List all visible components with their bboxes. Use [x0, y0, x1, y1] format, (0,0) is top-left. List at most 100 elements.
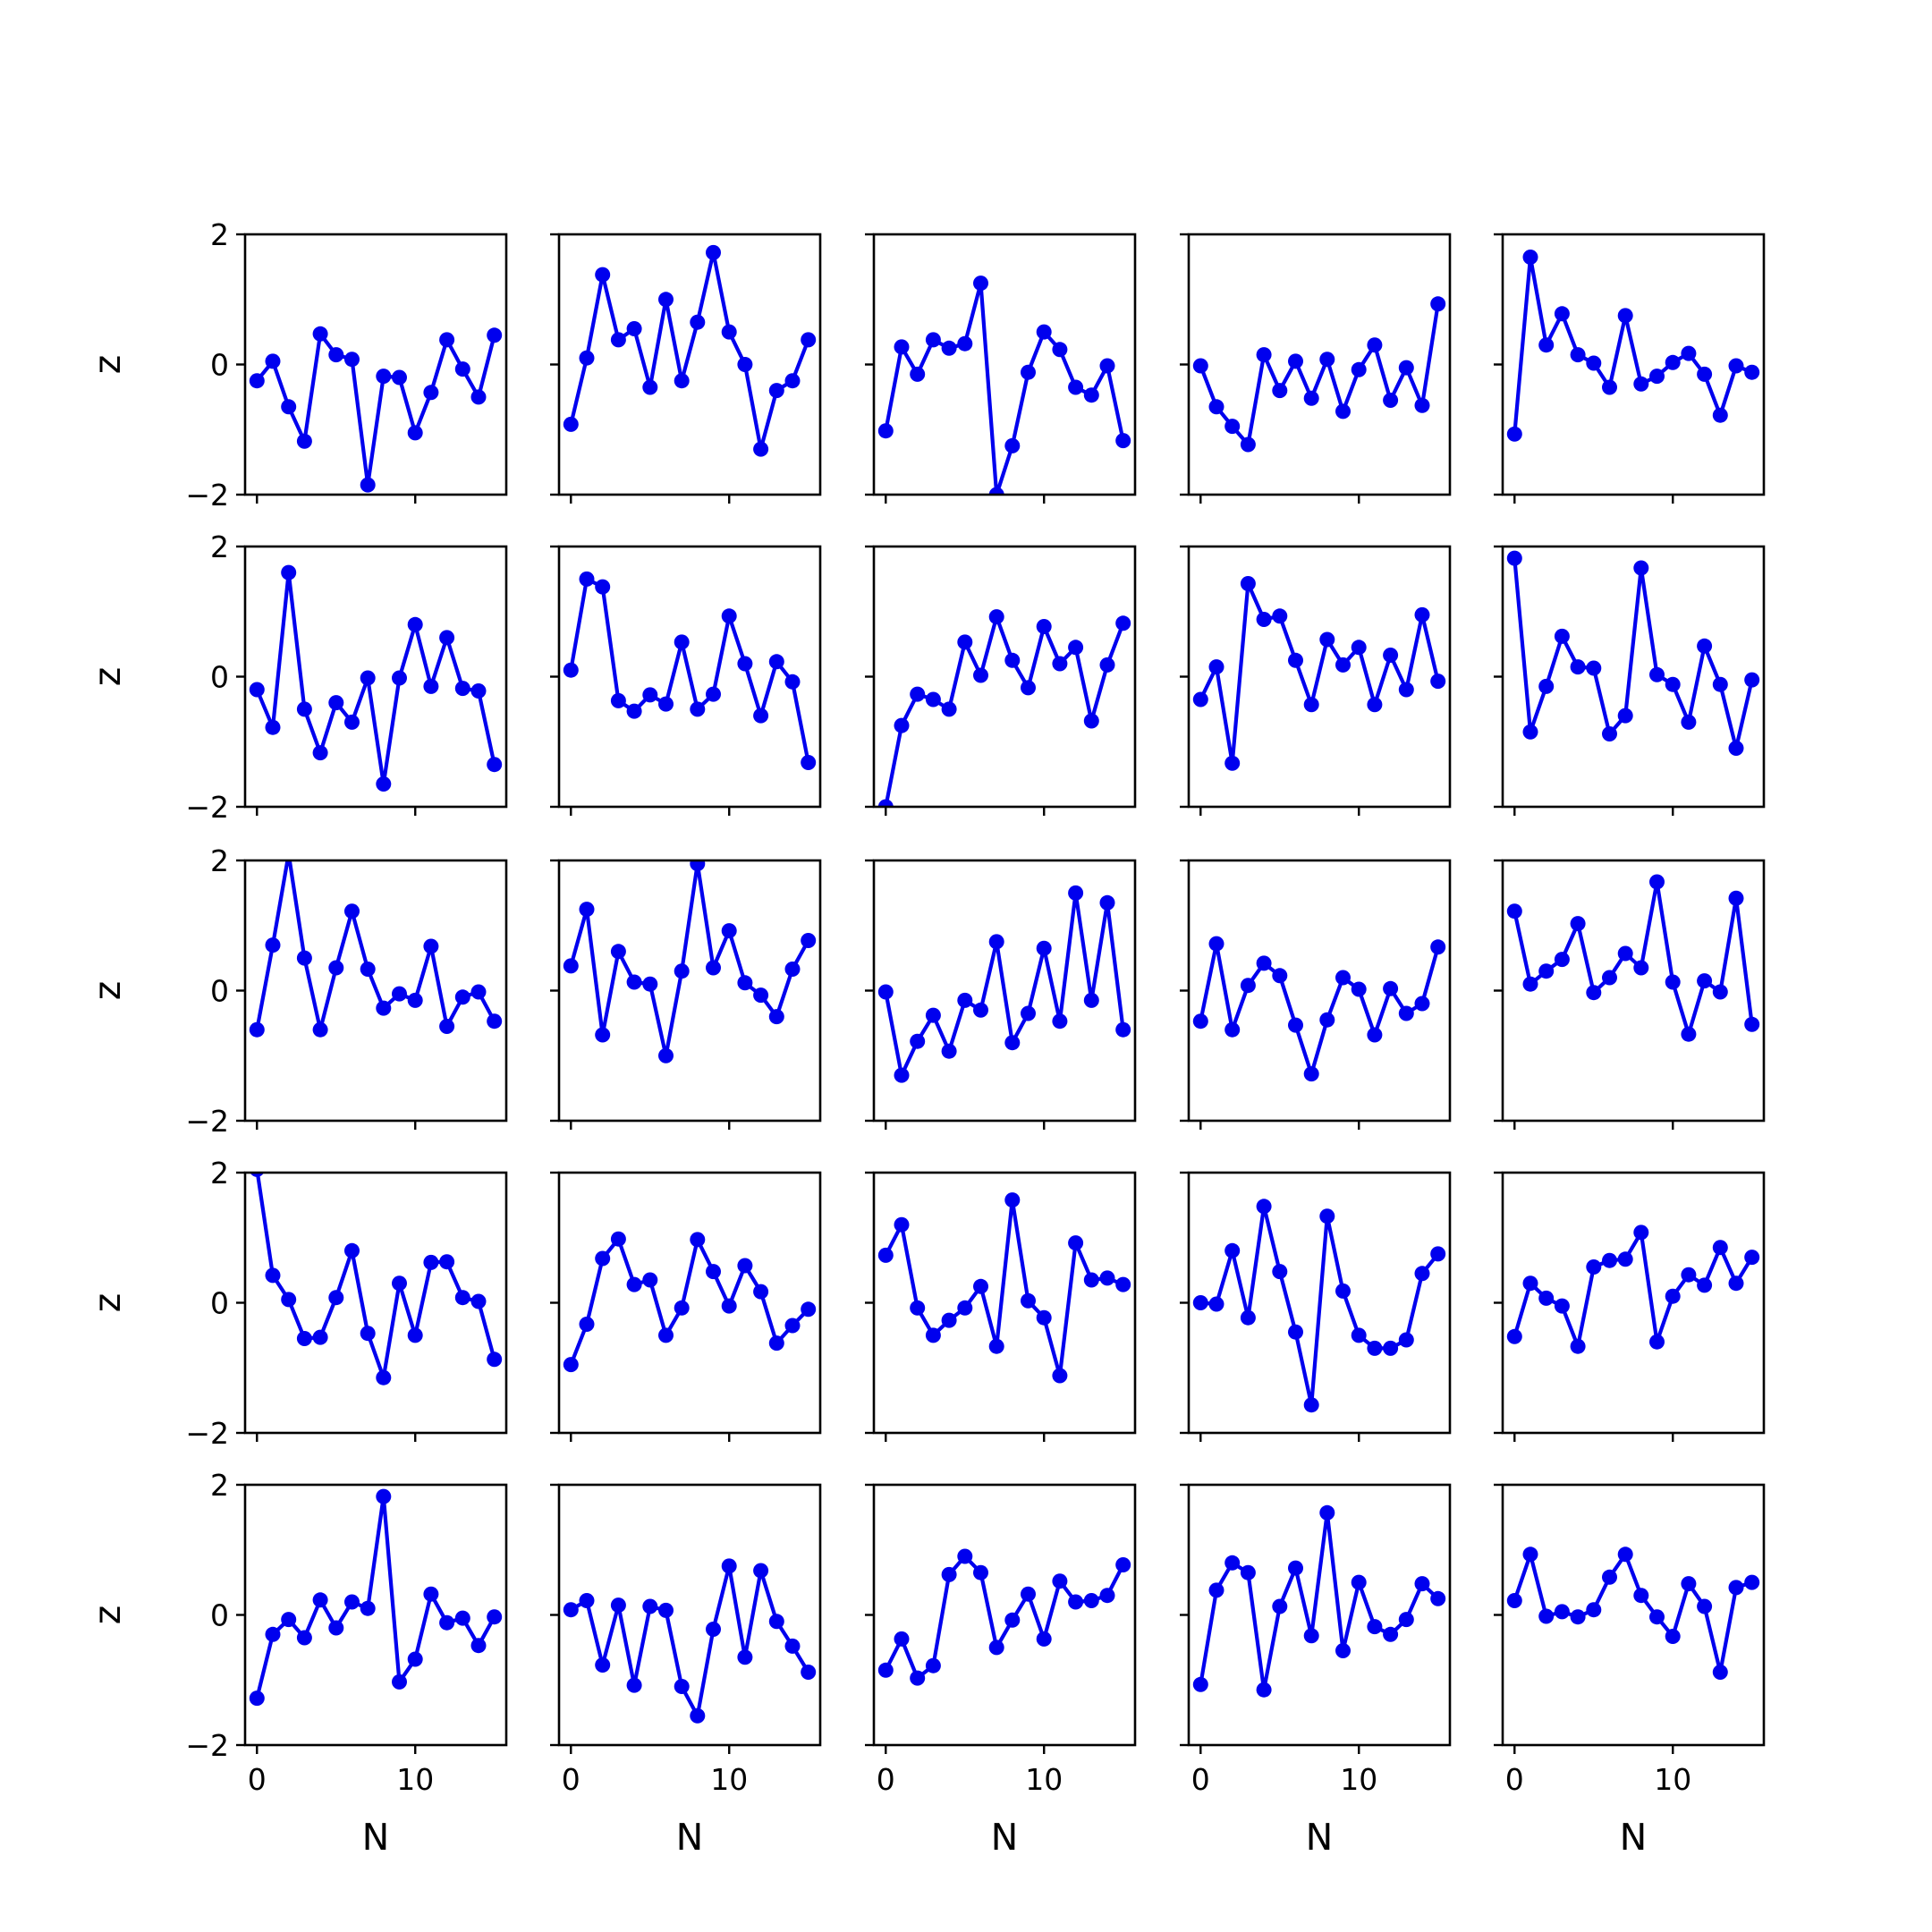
- data-point: [470, 389, 487, 405]
- data-point: [721, 608, 737, 624]
- data-layer: [249, 326, 503, 493]
- data-point: [265, 1626, 281, 1642]
- data-point: [973, 275, 988, 292]
- y-tick-label: 2: [210, 843, 229, 878]
- data-point: [753, 1563, 769, 1579]
- data-point: [768, 1335, 784, 1352]
- data-point: [1633, 1224, 1649, 1241]
- data-point: [1383, 393, 1399, 408]
- data-point: [1319, 1012, 1335, 1028]
- data-point: [595, 1250, 611, 1267]
- x-axis-label: N: [1620, 1816, 1648, 1859]
- data-point: [1303, 1066, 1319, 1082]
- data-point: [1697, 1277, 1713, 1293]
- data-point: [737, 656, 753, 672]
- data-point: [1367, 1619, 1383, 1635]
- data-point: [1649, 1334, 1665, 1350]
- data-point: [894, 1067, 910, 1083]
- data-layer: [877, 1192, 1131, 1384]
- data-point: [753, 441, 769, 457]
- data-point: [1665, 676, 1681, 692]
- data-point: [1586, 1259, 1602, 1275]
- data-point: [753, 708, 769, 724]
- data-point: [1586, 985, 1602, 1001]
- data-point: [1570, 1609, 1586, 1625]
- data-layer: [877, 609, 1131, 807]
- data-point: [1036, 1631, 1052, 1647]
- data-point: [658, 696, 674, 712]
- data-point: [610, 1597, 626, 1614]
- data-point: [1256, 955, 1272, 971]
- data-point: [1288, 1560, 1303, 1576]
- data-point: [957, 992, 973, 1008]
- data-point: [1351, 1327, 1367, 1343]
- series-line: [1513, 1230, 1754, 1349]
- series-line: [255, 1173, 496, 1380]
- data-point: [674, 634, 690, 650]
- data-point: [563, 416, 579, 432]
- data-point: [454, 361, 470, 377]
- data-point: [1681, 1576, 1697, 1592]
- data-point: [894, 339, 910, 355]
- series-line: [1199, 581, 1440, 766]
- data-point: [1586, 660, 1602, 676]
- data-point: [563, 1357, 579, 1373]
- subplot-r2-c1: [550, 859, 822, 1130]
- subplot-r2-c2: [865, 859, 1137, 1130]
- data-point: [1288, 1017, 1303, 1033]
- data-point: [439, 630, 455, 646]
- data-point: [579, 571, 595, 587]
- data-point: [1586, 1602, 1602, 1618]
- data-point: [423, 678, 439, 694]
- data-point: [1335, 1643, 1351, 1658]
- data-point: [1728, 890, 1744, 906]
- data-point: [753, 987, 769, 1004]
- data-point: [894, 1631, 910, 1647]
- data-point: [344, 714, 360, 730]
- data-point: [784, 962, 801, 977]
- subplot-r0-c0: −2 0 2 z: [86, 217, 508, 513]
- data-point: [988, 487, 1004, 495]
- data-point: [973, 1564, 988, 1580]
- data-point: [1224, 1242, 1241, 1258]
- data-point: [910, 1670, 926, 1686]
- y-axis-label: z: [86, 1606, 129, 1625]
- data-point: [1303, 1628, 1319, 1644]
- data-point: [626, 1276, 642, 1292]
- data-point: [1554, 1298, 1570, 1314]
- series-line: [569, 250, 810, 452]
- data-point: [1224, 1555, 1241, 1571]
- data-point: [1319, 1208, 1335, 1224]
- data-point: [1052, 1573, 1068, 1589]
- data-layer: [877, 1548, 1131, 1686]
- data-point: [1068, 885, 1084, 901]
- data-point: [1697, 638, 1713, 654]
- x-axis-label: N: [991, 1816, 1019, 1859]
- axes-frame: [243, 545, 508, 809]
- y-tick-label: 2: [210, 1156, 229, 1191]
- data-point: [1554, 1604, 1570, 1620]
- x-tick-label: 0: [562, 1762, 580, 1797]
- data-point: [626, 703, 642, 719]
- series-line: [1513, 555, 1754, 750]
- data-point: [563, 958, 579, 974]
- data-point: [344, 1594, 360, 1610]
- data-point: [1115, 1276, 1131, 1292]
- x-axis-label: N: [676, 1816, 704, 1859]
- data-point: [1240, 436, 1256, 453]
- data-point: [1522, 976, 1538, 992]
- data-point: [988, 609, 1004, 625]
- data-point: [877, 799, 894, 807]
- data-point: [470, 984, 487, 1000]
- data-point: [1256, 1682, 1272, 1698]
- data-point: [1697, 366, 1713, 382]
- data-point: [973, 667, 988, 683]
- data-point: [1538, 1290, 1555, 1306]
- data-point: [1414, 1266, 1430, 1282]
- data-point: [1224, 1021, 1241, 1038]
- data-point: [658, 1602, 674, 1618]
- data-point: [1398, 1612, 1414, 1628]
- data-point: [1538, 337, 1555, 353]
- axes-frame: [557, 1483, 822, 1747]
- data-point: [249, 682, 265, 698]
